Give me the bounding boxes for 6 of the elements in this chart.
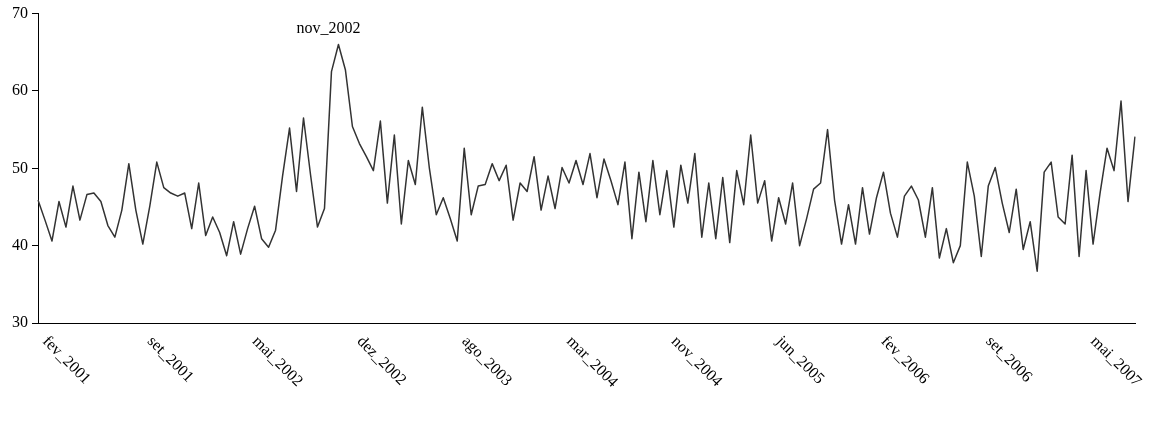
y-tick-label: 70: [12, 3, 28, 21]
y-tick-label: 60: [12, 81, 28, 99]
y-tick-label: 50: [12, 158, 28, 176]
annotation: nov_2002: [296, 18, 361, 36]
y-tick-label: 30: [12, 313, 28, 331]
y-tick-label: 40: [12, 235, 28, 253]
